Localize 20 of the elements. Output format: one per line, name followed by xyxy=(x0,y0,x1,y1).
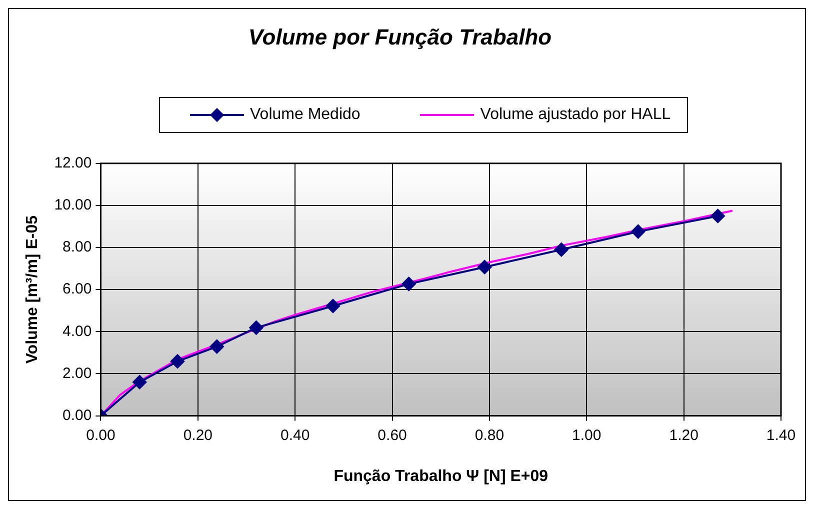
x-tick-label: 0.40 xyxy=(280,426,310,444)
x-tick-label: 1.40 xyxy=(766,426,796,444)
y-tick-label: 12.00 xyxy=(54,154,92,172)
x-axis-title: Função Trabalho Ψ [N] E+09 xyxy=(334,468,548,485)
y-tick-label: 10.00 xyxy=(54,196,92,214)
y-axis-title: Volume [m³/m] E-05 xyxy=(24,215,42,364)
y-tick-label: 6.00 xyxy=(62,280,92,298)
y-tick-label: 0.00 xyxy=(62,406,92,424)
x-tick-label: 1.20 xyxy=(669,426,698,444)
y-tick-label: 8.00 xyxy=(62,238,92,256)
x-tick-label: 0.00 xyxy=(86,426,116,444)
x-tick-label: 0.60 xyxy=(378,426,407,444)
y-tick-label: 4.00 xyxy=(62,322,92,340)
x-tick-label: 1.00 xyxy=(572,426,602,444)
x-tick-label: 0.20 xyxy=(183,426,213,444)
legend-label: Volume Medido xyxy=(250,106,360,124)
legend-label: Volume ajustado por HALL xyxy=(480,106,671,124)
chart-title: Volume por Função Trabalho xyxy=(248,24,552,50)
y-tick-label: 2.00 xyxy=(62,364,92,382)
x-tick-label: 0.80 xyxy=(474,426,504,444)
